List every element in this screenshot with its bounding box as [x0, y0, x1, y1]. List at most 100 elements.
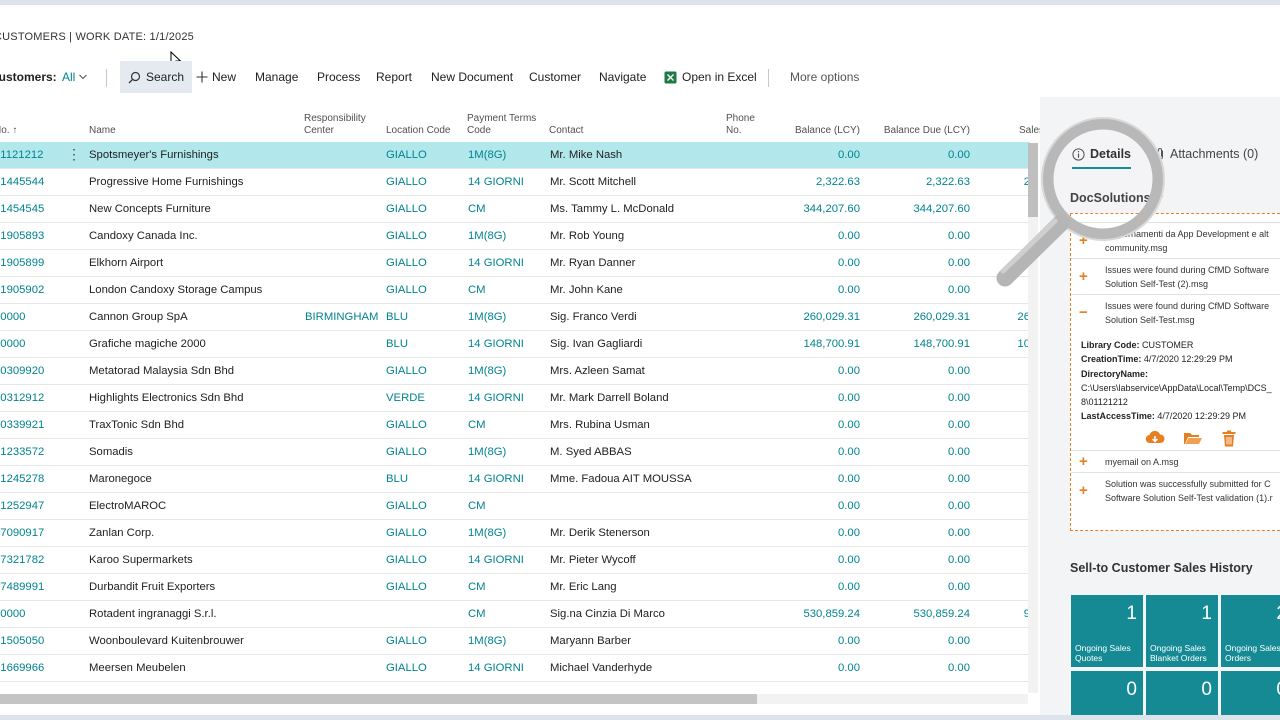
cell-balance-due[interactable]: 0.00 [948, 473, 970, 485]
cell-balance-due[interactable]: 0.00 [948, 284, 970, 296]
cell-balance-due[interactable]: 0.00 [948, 635, 970, 647]
cell-payment-terms[interactable]: 14 GIORNI [468, 176, 524, 188]
column-header-phone-no[interactable]: Phone No. [726, 113, 755, 137]
cell-responsibility-center[interactable] [305, 250, 383, 277]
tile[interactable]: 0 [1221, 671, 1280, 715]
cell-sales[interactable] [1000, 466, 1030, 493]
report-menu[interactable]: Report [376, 70, 413, 84]
cell-location-code[interactable]: VERDE [386, 392, 425, 404]
cell-location-code[interactable]: GIALLO [386, 176, 427, 188]
cell-balance-due[interactable]: 0.00 [948, 419, 970, 431]
cell-sales[interactable] [1000, 655, 1030, 682]
expand-icon[interactable]: + [1079, 268, 1088, 285]
cell-balance[interactable]: 344,207.60 [803, 203, 860, 215]
cell-location-code[interactable]: BLU [386, 338, 408, 350]
cell-responsibility-center[interactable] [305, 169, 383, 196]
cell-payment-terms[interactable]: CM [468, 581, 486, 593]
table-row[interactable]: 41505050 Woonboulevard Kuitenbrouwer GIALL… [0, 628, 1030, 655]
cell-payment-terms[interactable]: CM [468, 419, 486, 431]
cell-sales[interactable] [1000, 493, 1030, 520]
cell-responsibility-center[interactable] [305, 277, 383, 304]
cell-balance-due[interactable]: 2,322.63 [926, 176, 970, 188]
table-row[interactable]: 31245278 Maronegoce BLU 14 GIORNI Mme. Fadou… [0, 466, 1030, 493]
cell-responsibility-center[interactable] [305, 331, 383, 358]
cell-location-code[interactable]: GIALLO [386, 284, 427, 296]
cell-responsibility-center[interactable] [305, 142, 383, 169]
cell-location-code[interactable]: GIALLO [386, 662, 427, 674]
table-row-selected[interactable]: 01121212 Spotsmeyer's Furnishings GIALLO 1M… [0, 142, 1030, 169]
cell-payment-terms[interactable]: 1M(8G) [468, 446, 507, 458]
cell-location-code[interactable]: GIALLO [386, 527, 427, 539]
cell-location-code[interactable]: GIALLO [386, 446, 427, 458]
file-item[interactable]: + Aggiornamenti da App Development e alt… [1071, 222, 1280, 258]
cell-no[interactable]: 10000 [0, 311, 26, 323]
table-row[interactable]: 40000 Rotadent ingranaggi S.r.l. CM Sig.na … [0, 601, 1030, 628]
cell-balance-due[interactable]: 0.00 [948, 257, 970, 269]
open-in-excel-button[interactable]: Open in Excel [664, 61, 757, 93]
collapse-icon[interactable]: − [1079, 304, 1088, 321]
cell-location-code[interactable]: GIALLO [386, 149, 427, 161]
cell-balance[interactable]: 0.00 [838, 149, 860, 161]
trash-icon[interactable] [1221, 430, 1237, 447]
table-row[interactable]: 31252947 ElectroMAROC GIALLO CM 0.00 0.00 [0, 493, 1030, 520]
tab-details[interactable]: Details [1072, 139, 1131, 169]
table-row[interactable]: 37321782 Karoo Supermarkets GIALLO 14 GIORN… [0, 547, 1030, 574]
cell-balance-due[interactable]: 0.00 [948, 365, 970, 377]
cell-balance[interactable]: 0.00 [838, 446, 860, 458]
cell-balance-due[interactable]: 148,700.91 [913, 338, 970, 350]
cell-balance[interactable]: 148,700.91 [803, 338, 860, 350]
table-row[interactable]: 01454545 New Concepts Furniture GIALLO CM Ms… [0, 196, 1030, 223]
cell-location-code[interactable]: GIALLO [386, 554, 427, 566]
cell-payment-terms[interactable]: CM [468, 284, 486, 296]
cell-location-code[interactable]: BLU [386, 311, 408, 323]
column-header-location-code[interactable]: Location Code [386, 125, 451, 136]
cell-responsibility-center[interactable] [305, 574, 383, 601]
cell-balance-due[interactable]: 0.00 [948, 554, 970, 566]
navigate-menu[interactable]: Navigate [599, 70, 647, 84]
expand-icon[interactable]: + [1079, 453, 1088, 470]
table-row[interactable]: 30339921 TraxTonic Sdn Bhd GIALLO CM Mrs. Ru… [0, 412, 1030, 439]
cell-sales[interactable] [1000, 196, 1030, 223]
cell-sales[interactable] [1000, 385, 1030, 412]
cell-responsibility-center[interactable] [305, 601, 383, 628]
cell-payment-terms[interactable]: CM [468, 203, 486, 215]
open-folder-icon[interactable] [1183, 430, 1203, 446]
cell-balance[interactable]: 0.00 [838, 230, 860, 242]
cell-payment-terms[interactable]: 14 GIORNI [468, 473, 524, 485]
cell-responsibility-center[interactable] [305, 493, 383, 520]
table-row[interactable]: 01445544 Progressive Home Furnishings GIAL… [0, 169, 1030, 196]
table-row[interactable]: 20000 Grafiche magiche 2000 BLU 14 GIORNI Si… [0, 331, 1030, 358]
row-actions-icon[interactable]: ⋮ [67, 146, 81, 162]
file-item[interactable]: + Solution was successfully submitted fo… [1071, 472, 1280, 508]
cell-balance[interactable]: 260,029.31 [803, 311, 860, 323]
cell-payment-terms[interactable]: 14 GIORNI [468, 662, 524, 674]
table-row[interactable]: 31233572 Somadis GIALLO 1M(8G) M. Syed ABBAS… [0, 439, 1030, 466]
cell-balance[interactable]: 0.00 [838, 554, 860, 566]
cell-balance[interactable]: 530,859.24 [803, 608, 860, 620]
cell-no[interactable]: 20000 [0, 338, 26, 350]
cell-responsibility-center[interactable] [305, 628, 383, 655]
cell-balance[interactable]: 0.00 [838, 257, 860, 269]
cell-balance-due[interactable]: 0.00 [948, 230, 970, 242]
cell-payment-terms[interactable]: 1M(8G) [468, 149, 507, 161]
cell-responsibility-center[interactable] [305, 547, 383, 574]
cell-balance[interactable]: 0.00 [838, 392, 860, 404]
cell-responsibility-center[interactable] [305, 466, 383, 493]
cell-no[interactable]: 40000 [0, 608, 26, 620]
cloud-download-icon[interactable] [1145, 430, 1165, 446]
horizontal-scrollbar[interactable] [0, 694, 1028, 704]
cell-payment-terms[interactable]: CM [468, 500, 486, 512]
new-button[interactable]: New [196, 61, 236, 93]
cell-payment-terms[interactable]: 14 GIORNI [468, 554, 524, 566]
cell-balance-due[interactable]: 530,859.24 [913, 608, 970, 620]
column-header-sales[interactable]: Sales [1019, 125, 1040, 136]
tile[interactable]: 0 [1146, 671, 1218, 715]
cell-no[interactable]: 37489991 [0, 581, 45, 593]
cell-sales[interactable]: 2 [1023, 176, 1030, 188]
cell-balance[interactable]: 0.00 [838, 419, 860, 431]
cell-balance[interactable]: 0.00 [838, 284, 860, 296]
